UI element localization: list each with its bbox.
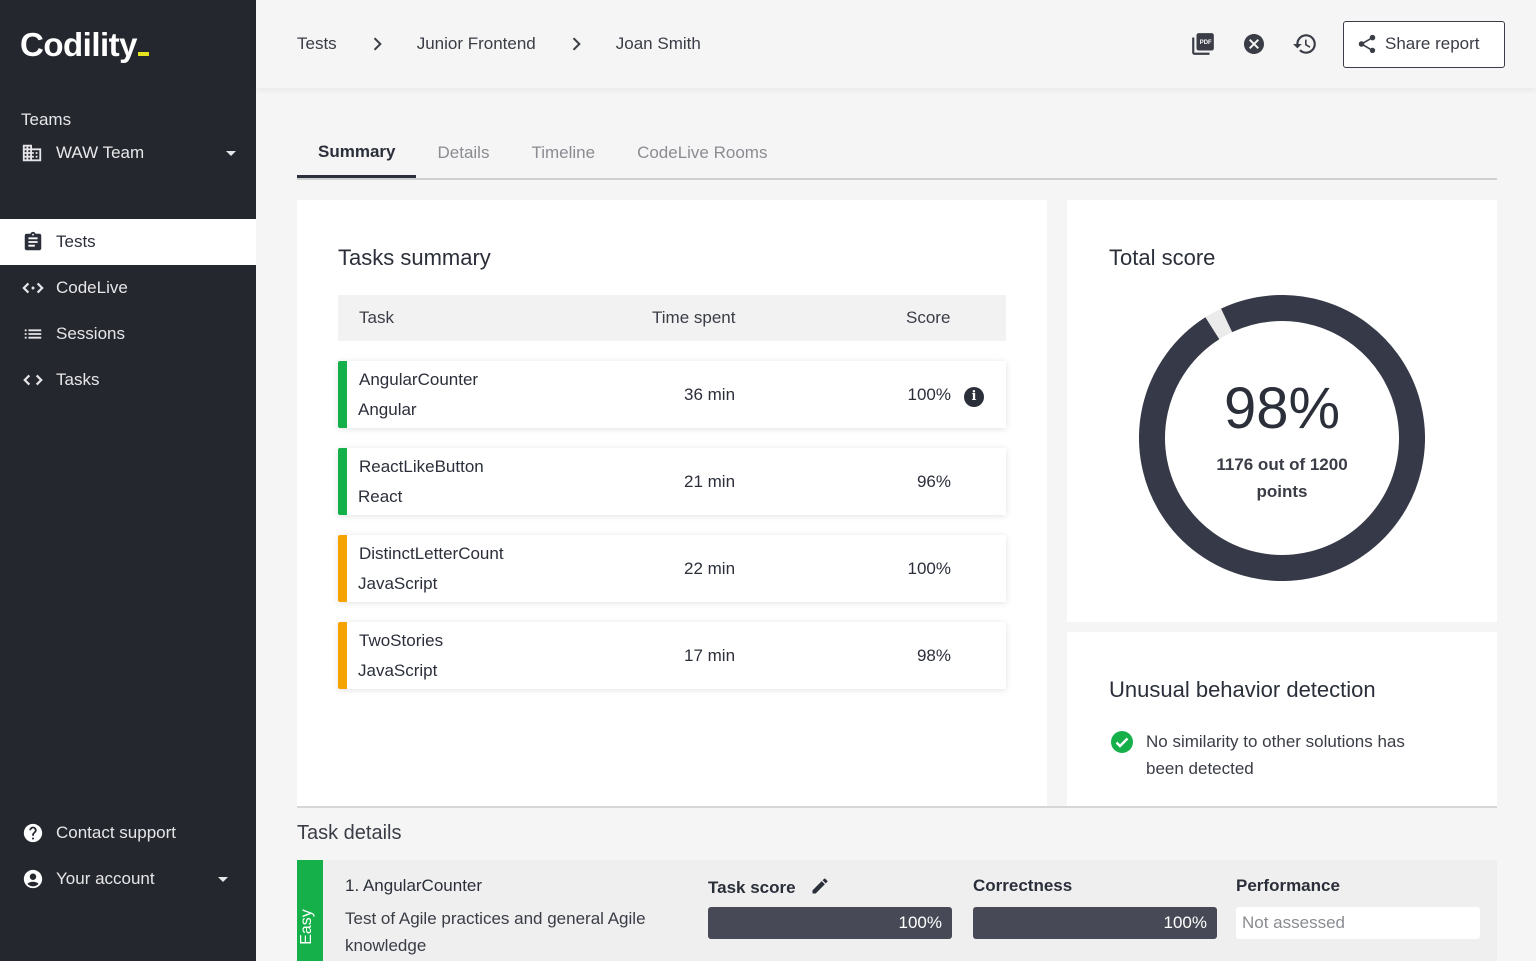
task-time: 36 min [684, 385, 736, 404]
sidebar-item-tasks[interactable]: Tasks [0, 357, 256, 403]
account-icon [22, 868, 44, 890]
top-bar: Tests Junior Frontend Joan Smith PDF Sha… [256, 0, 1536, 88]
tasks-summary-title: Tasks summary [338, 245, 491, 270]
close-circle-icon[interactable] [1241, 31, 1267, 57]
tab-codelive-rooms[interactable]: CodeLive Rooms [637, 143, 768, 162]
task-name: DistinctLetterCount [359, 544, 504, 563]
sidebar-item-tests[interactable]: Tests [0, 219, 256, 265]
table-row[interactable]: AngularCounter Angular 36 min 100% i [338, 361, 1006, 428]
breadcrumb: Tests Junior Frontend Joan Smith [297, 34, 701, 54]
task-language: JavaScript [358, 661, 438, 680]
column-score: Score [906, 308, 951, 327]
status-bar [338, 622, 347, 689]
table-row[interactable]: TwoStories JavaScript 17 min 98% [338, 622, 1006, 689]
info-icon[interactable]: i [964, 387, 984, 407]
unusual-behavior-title: Unusual behavior detection [1109, 677, 1376, 702]
building-icon [22, 144, 42, 162]
code-live-icon [22, 277, 44, 299]
task-score: 98% [916, 646, 951, 665]
sidebar: Codility Teams WAW Team Tests CodeLive S… [0, 0, 256, 961]
sidebar-item-sessions[interactable]: Sessions [0, 311, 256, 357]
sidebar-item-codelive[interactable]: CodeLive [0, 265, 256, 311]
chevron-down-icon [218, 876, 228, 882]
unusual-behavior-card: Unusual behavior detection No similarity… [1067, 632, 1497, 806]
total-score-card: Total score 98% 1176 out of 1200 points [1067, 200, 1497, 622]
code-icon [22, 369, 44, 391]
score-points: 1176 out of 1200 [1216, 455, 1348, 474]
task-name: TwoStories [359, 631, 444, 650]
chevron-down-icon [226, 150, 236, 156]
team-name: WAW Team [56, 143, 145, 162]
task-score-label: Task score [708, 876, 830, 898]
task-language: Angular [358, 400, 417, 419]
sidebar-nav: Tests CodeLive Sessions Tasks [0, 219, 256, 403]
top-actions: PDF Share report [1190, 20, 1505, 68]
task-detail-card[interactable]: Easy 1. AngularCounter Test of Agile pra… [297, 860, 1497, 961]
performance-label: Performance [1236, 876, 1340, 895]
contact-support-link[interactable]: Contact support [0, 810, 256, 856]
task-score: 96% [916, 472, 951, 491]
task-language: React [358, 487, 403, 506]
chevron-right-icon [572, 37, 581, 51]
tasks-summary-card: Tasks summary Task Time spent Score Angu… [297, 200, 1047, 806]
share-report-button[interactable]: Share report [1343, 20, 1505, 68]
correctness-bar: 100% [973, 907, 1217, 939]
breadcrumb-junior-frontend[interactable]: Junior Frontend [416, 34, 536, 53]
table-row[interactable]: ReactLikeButton React 21 min 96% [338, 448, 1006, 515]
task-name: ReactLikeButton [359, 457, 484, 476]
total-score-title: Total score [1109, 245, 1216, 270]
score-ring: 98% 1176 out of 1200 points [1139, 295, 1425, 581]
performance-value: Not assessed [1236, 907, 1480, 939]
task-detail-description: Test of Agile practices and general Agil… [345, 909, 646, 955]
clipboard-icon [22, 231, 44, 253]
tab-details[interactable]: Details [437, 143, 490, 162]
history-icon[interactable] [1292, 31, 1318, 57]
task-score-bar: 100% [708, 907, 952, 939]
svg-text:PDF: PDF [1200, 40, 1212, 46]
your-account-menu[interactable]: Your account [0, 856, 256, 902]
edit-pencil-icon[interactable] [810, 876, 830, 896]
task-time: 22 min [684, 559, 736, 578]
tab-summary[interactable]: Summary [297, 128, 417, 178]
table-row[interactable]: DistinctLetterCount JavaScript 22 min 100% [338, 535, 1006, 602]
pdf-icon[interactable]: PDF [1190, 31, 1216, 57]
column-time-spent: Time spent [652, 308, 736, 327]
task-detail-name: 1. AngularCounter [345, 876, 483, 895]
check-circle-icon [1111, 731, 1133, 753]
list-icon [22, 323, 44, 345]
codility-logo[interactable]: Codility [20, 26, 149, 64]
status-bar [338, 448, 347, 515]
breadcrumb-tests[interactable]: Tests [297, 34, 337, 53]
task-language: JavaScript [358, 574, 438, 593]
difficulty-badge: Easy [297, 860, 323, 961]
status-bar [338, 535, 347, 602]
task-score: 100% [907, 559, 951, 578]
task-time: 17 min [684, 646, 736, 665]
share-icon [1358, 34, 1376, 54]
score-percent: 98% [1223, 376, 1341, 441]
report-tabs: Summary Details Timeline CodeLive Rooms [297, 128, 1497, 180]
tab-timeline[interactable]: Timeline [531, 143, 596, 162]
sidebar-bottom: Contact support Your account [0, 810, 256, 902]
chevron-right-icon [373, 37, 382, 51]
team-selector[interactable]: WAW Team [21, 140, 236, 166]
score-points-unit: points [1256, 482, 1308, 501]
unusual-behavior-message: No similarity to other solutions has bee… [1146, 732, 1405, 778]
task-time: 21 min [684, 472, 736, 491]
task-details-title: Task details [297, 822, 402, 844]
table-header: Task Time spent Score [338, 295, 1006, 341]
task-score: 100% [907, 385, 951, 404]
teams-label: Teams [21, 110, 72, 129]
task-name: AngularCounter [359, 370, 479, 389]
column-task: Task [359, 308, 394, 327]
status-bar [338, 361, 347, 428]
section-divider [297, 806, 1497, 808]
correctness-label: Correctness [973, 876, 1073, 895]
help-icon [22, 822, 44, 844]
breadcrumb-candidate: Joan Smith [615, 34, 701, 53]
